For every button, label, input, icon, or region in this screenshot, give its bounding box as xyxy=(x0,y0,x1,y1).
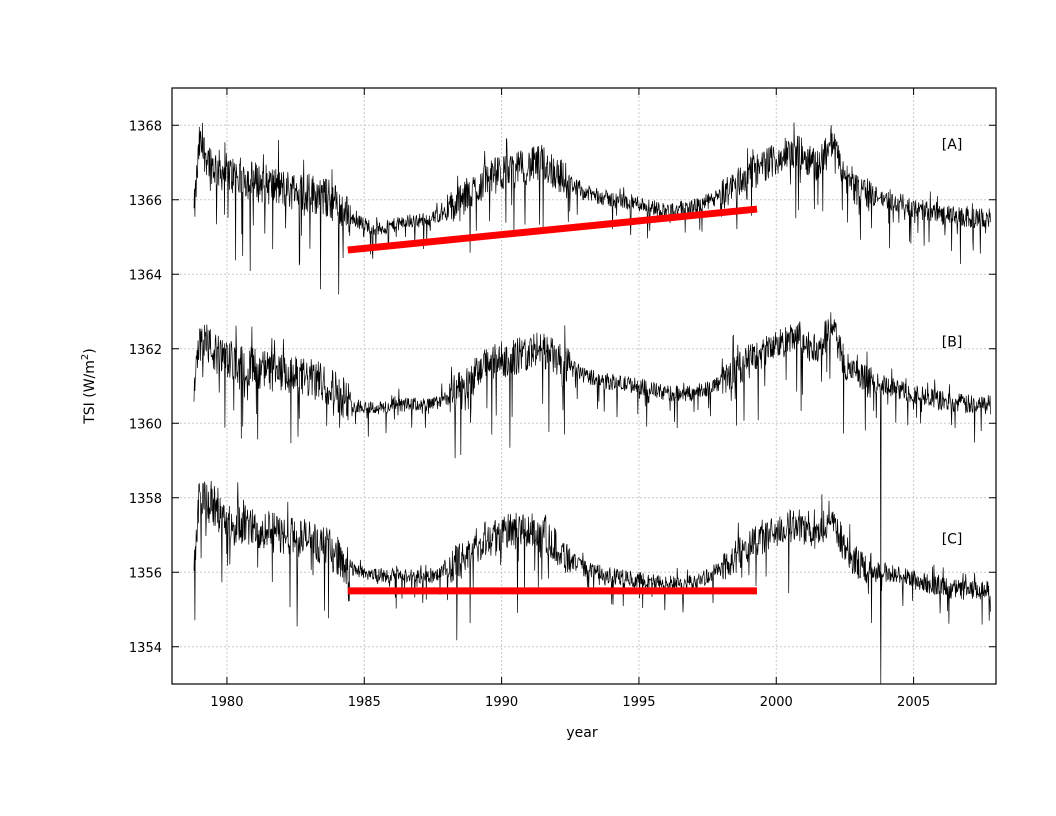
panel-label-1: [A] xyxy=(942,137,963,153)
x-tick-label-2005: 2005 xyxy=(897,695,930,710)
y-axis-label-close: ) xyxy=(82,348,98,353)
panel-label-3: [C] xyxy=(942,532,963,548)
x-tick-label-2000: 2000 xyxy=(760,695,793,710)
y-tick-labels: 1354 1356 1358 1360 1362 1364 1366 1368 xyxy=(129,119,162,656)
y-axis-label: TSI (W/m2) xyxy=(80,348,98,425)
y-tick-label-1366: 1366 xyxy=(129,194,162,209)
y-tick-label-1356: 1356 xyxy=(129,566,162,581)
x-tick-label-1995: 1995 xyxy=(622,695,655,710)
y-axis-label-superscript: 2 xyxy=(80,354,91,360)
tsi-trace-1 xyxy=(193,122,991,295)
y-tick-label-1358: 1358 xyxy=(129,492,162,507)
y-tick-label-1364: 1364 xyxy=(129,268,162,283)
x-tick-labels: 1980 1985 1990 1995 2000 2005 xyxy=(210,695,930,710)
tsi-traces xyxy=(193,122,991,685)
trend-lines xyxy=(347,205,758,595)
x-axis-label: year xyxy=(566,725,597,741)
axis-ticks xyxy=(172,88,996,684)
panel-label-2: [B] xyxy=(942,334,963,350)
y-tick-label-1360: 1360 xyxy=(129,417,162,432)
tsi-trace-3 xyxy=(193,480,991,685)
x-tick-label-1990: 1990 xyxy=(485,695,518,710)
plot-frame xyxy=(171,87,997,685)
x-tick-label-1985: 1985 xyxy=(348,695,381,710)
y-tick-label-1368: 1368 xyxy=(129,119,162,134)
x-tick-label-1980: 1980 xyxy=(210,695,243,710)
trend-line-1 xyxy=(347,205,758,254)
y-axis-label-main: TSI (W/m xyxy=(82,360,98,425)
y-tick-label-1354: 1354 xyxy=(129,641,162,656)
panel-labels: [A] [B] [C] xyxy=(942,137,963,548)
y-tick-label-1362: 1362 xyxy=(129,343,162,358)
tsi-trace-2 xyxy=(193,312,991,609)
